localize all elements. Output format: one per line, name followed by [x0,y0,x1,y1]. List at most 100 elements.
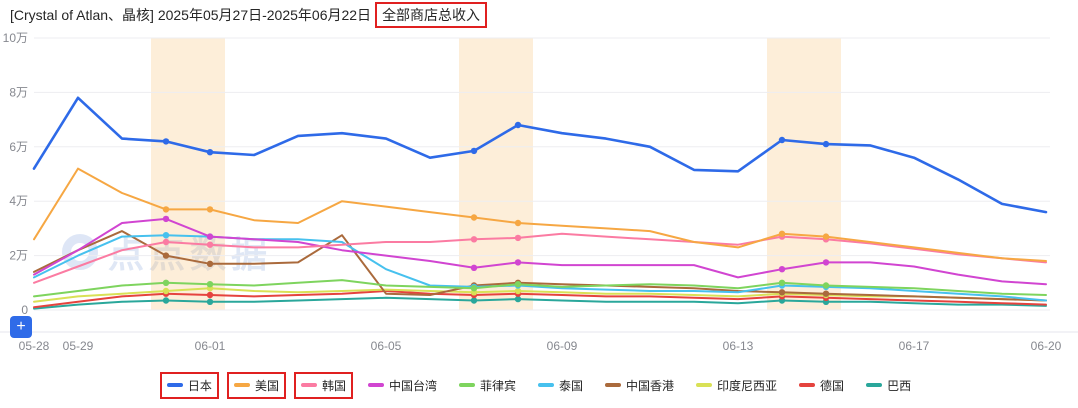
legend-label-taiwan: 中国台湾 [388,378,437,393]
series-line-korea [33,232,1047,284]
data-point-korea[interactable] [206,241,214,248]
data-point-hongkong[interactable] [162,252,170,259]
data-point-hongkong[interactable] [206,260,214,267]
x-axis-tick-label: 06-09 [547,339,578,353]
revenue-line-chart: 0 2万 4万 6万 8万 10万 05-28 05-29 06-01 06-05 06-09 06-… [0,31,1078,353]
y-axis-tick-label: 8万 [9,85,28,99]
data-point-japan[interactable] [162,138,170,145]
chart-header: [Crystal of Atlan、晶核] 2025年05月27日-2025年0… [0,0,1078,30]
legend-marker-japan [166,383,183,387]
legend-item-japan[interactable]: 日本 [159,371,219,399]
data-point-brazil[interactable] [206,298,214,305]
data-point-korea[interactable] [470,236,478,243]
chart-title: [Crystal of Atlan、晶核] 2025年05月27日-2025年0… [10,7,372,23]
legend-item-philippines[interactable]: 菲律宾 [452,372,523,399]
y-axis-tick-label: 6万 [9,140,28,154]
weekend-highlight-band [767,38,841,310]
legend-label-thailand: 泰国 [559,378,584,393]
data-point-indonesia[interactable] [514,287,522,295]
data-point-usa[interactable] [162,206,170,213]
data-point-brazil[interactable] [514,295,522,303]
y-axis-tick-label: 4万 [9,194,28,208]
x-axis-tick-label: 05-28 [19,339,50,353]
legend-label-germany: 德国 [820,378,845,393]
data-point-philippines[interactable] [206,281,214,288]
legend-marker-usa [233,383,250,387]
legend-item-brazil[interactable]: 巴西 [859,372,918,399]
legend-label-korea: 韩国 [321,378,346,393]
data-point-taiwan[interactable] [822,259,830,266]
x-axis-tick-label: 06-13 [723,339,754,353]
legend-marker-philippines [458,383,475,387]
data-point-usa[interactable] [514,219,522,227]
legend-item-usa[interactable]: 美国 [226,371,286,399]
data-point-philippines[interactable] [778,279,786,286]
legend-marker-taiwan [367,383,384,387]
data-point-korea[interactable] [162,238,170,246]
series-line-hongkong [33,230,1047,302]
data-point-usa[interactable] [470,214,478,221]
data-point-taiwan[interactable] [514,259,522,266]
data-point-thailand[interactable] [162,232,170,239]
data-point-taiwan[interactable] [778,266,786,273]
y-axis-tick-label: 2万 [9,249,28,263]
legend-marker-hongkong [605,383,622,387]
data-point-philippines[interactable] [162,279,170,286]
data-point-japan[interactable] [822,140,830,148]
data-point-taiwan[interactable] [206,233,214,240]
data-point-taiwan[interactable] [470,264,478,271]
data-point-brazil[interactable] [470,297,478,304]
series-line-philippines [33,279,1047,298]
x-axis-tick-label: 05-29 [63,339,94,353]
data-point-japan[interactable] [514,121,522,129]
legend-item-taiwan[interactable]: 中国台湾 [361,372,444,399]
legend-label-indonesia: 印度尼西亚 [717,378,778,393]
legend-item-korea[interactable]: 韩国 [293,371,353,399]
legend-label-brazil: 巴西 [887,378,912,393]
data-point-indonesia[interactable] [162,287,170,295]
data-point-usa[interactable] [206,206,214,213]
data-point-philippines[interactable] [514,281,522,288]
series-line-indonesia [33,287,1047,303]
legend-label-hongkong: 中国香港 [626,378,675,393]
chart-legend: 日本 美国 韩国 中国台湾 菲律宾 泰国 中国香港 印度尼西亚 德国 巴西 [0,362,1078,408]
legend-item-hongkong[interactable]: 中国香港 [598,372,681,399]
legend-label-philippines: 菲律宾 [479,378,516,393]
legend-label-usa: 美国 [254,378,279,393]
data-point-philippines[interactable] [470,285,478,292]
data-point-japan[interactable] [778,136,786,144]
chart-area: 点点数据 0 2万 4万 6万 8万 10万 05-28 05-29 06-01 06-05 06-… [0,30,1078,362]
data-point-korea[interactable] [514,234,522,242]
weekend-highlight-band [459,38,533,310]
x-axis-tick-label: 06-05 [371,339,402,353]
legend-label-japan: 日本 [187,378,212,393]
weekend-highlight-band [151,38,225,310]
data-point-philippines[interactable] [822,282,830,289]
data-point-hongkong[interactable] [778,289,786,296]
data-point-usa[interactable] [778,230,786,237]
legend-marker-brazil [866,383,883,387]
legend-item-indonesia[interactable]: 印度尼西亚 [689,372,784,399]
series-line-usa [33,167,1047,262]
y-axis-tick-label: 0 [21,303,28,317]
legend-marker-indonesia [696,383,713,387]
legend-item-thailand[interactable]: 泰国 [531,372,590,399]
x-axis-tick-label: 06-17 [899,339,930,353]
x-axis-tick-label: 06-01 [195,339,226,353]
data-point-taiwan[interactable] [162,215,170,223]
data-point-japan[interactable] [206,149,214,156]
series-line-thailand [33,234,1047,302]
data-point-brazil[interactable] [162,297,170,304]
legend-marker-korea [300,383,317,387]
y-axis-tick-label: 10万 [3,31,28,45]
data-point-germany[interactable] [206,291,214,299]
legend-item-germany[interactable]: 德国 [792,372,851,399]
data-point-hongkong[interactable] [822,290,830,297]
data-point-usa[interactable] [822,233,830,240]
add-button[interactable]: + [10,316,32,338]
series-line-brazil [33,296,1047,310]
series-line-germany [33,290,1047,309]
data-point-japan[interactable] [470,147,478,155]
series-line-japan [32,96,1048,214]
